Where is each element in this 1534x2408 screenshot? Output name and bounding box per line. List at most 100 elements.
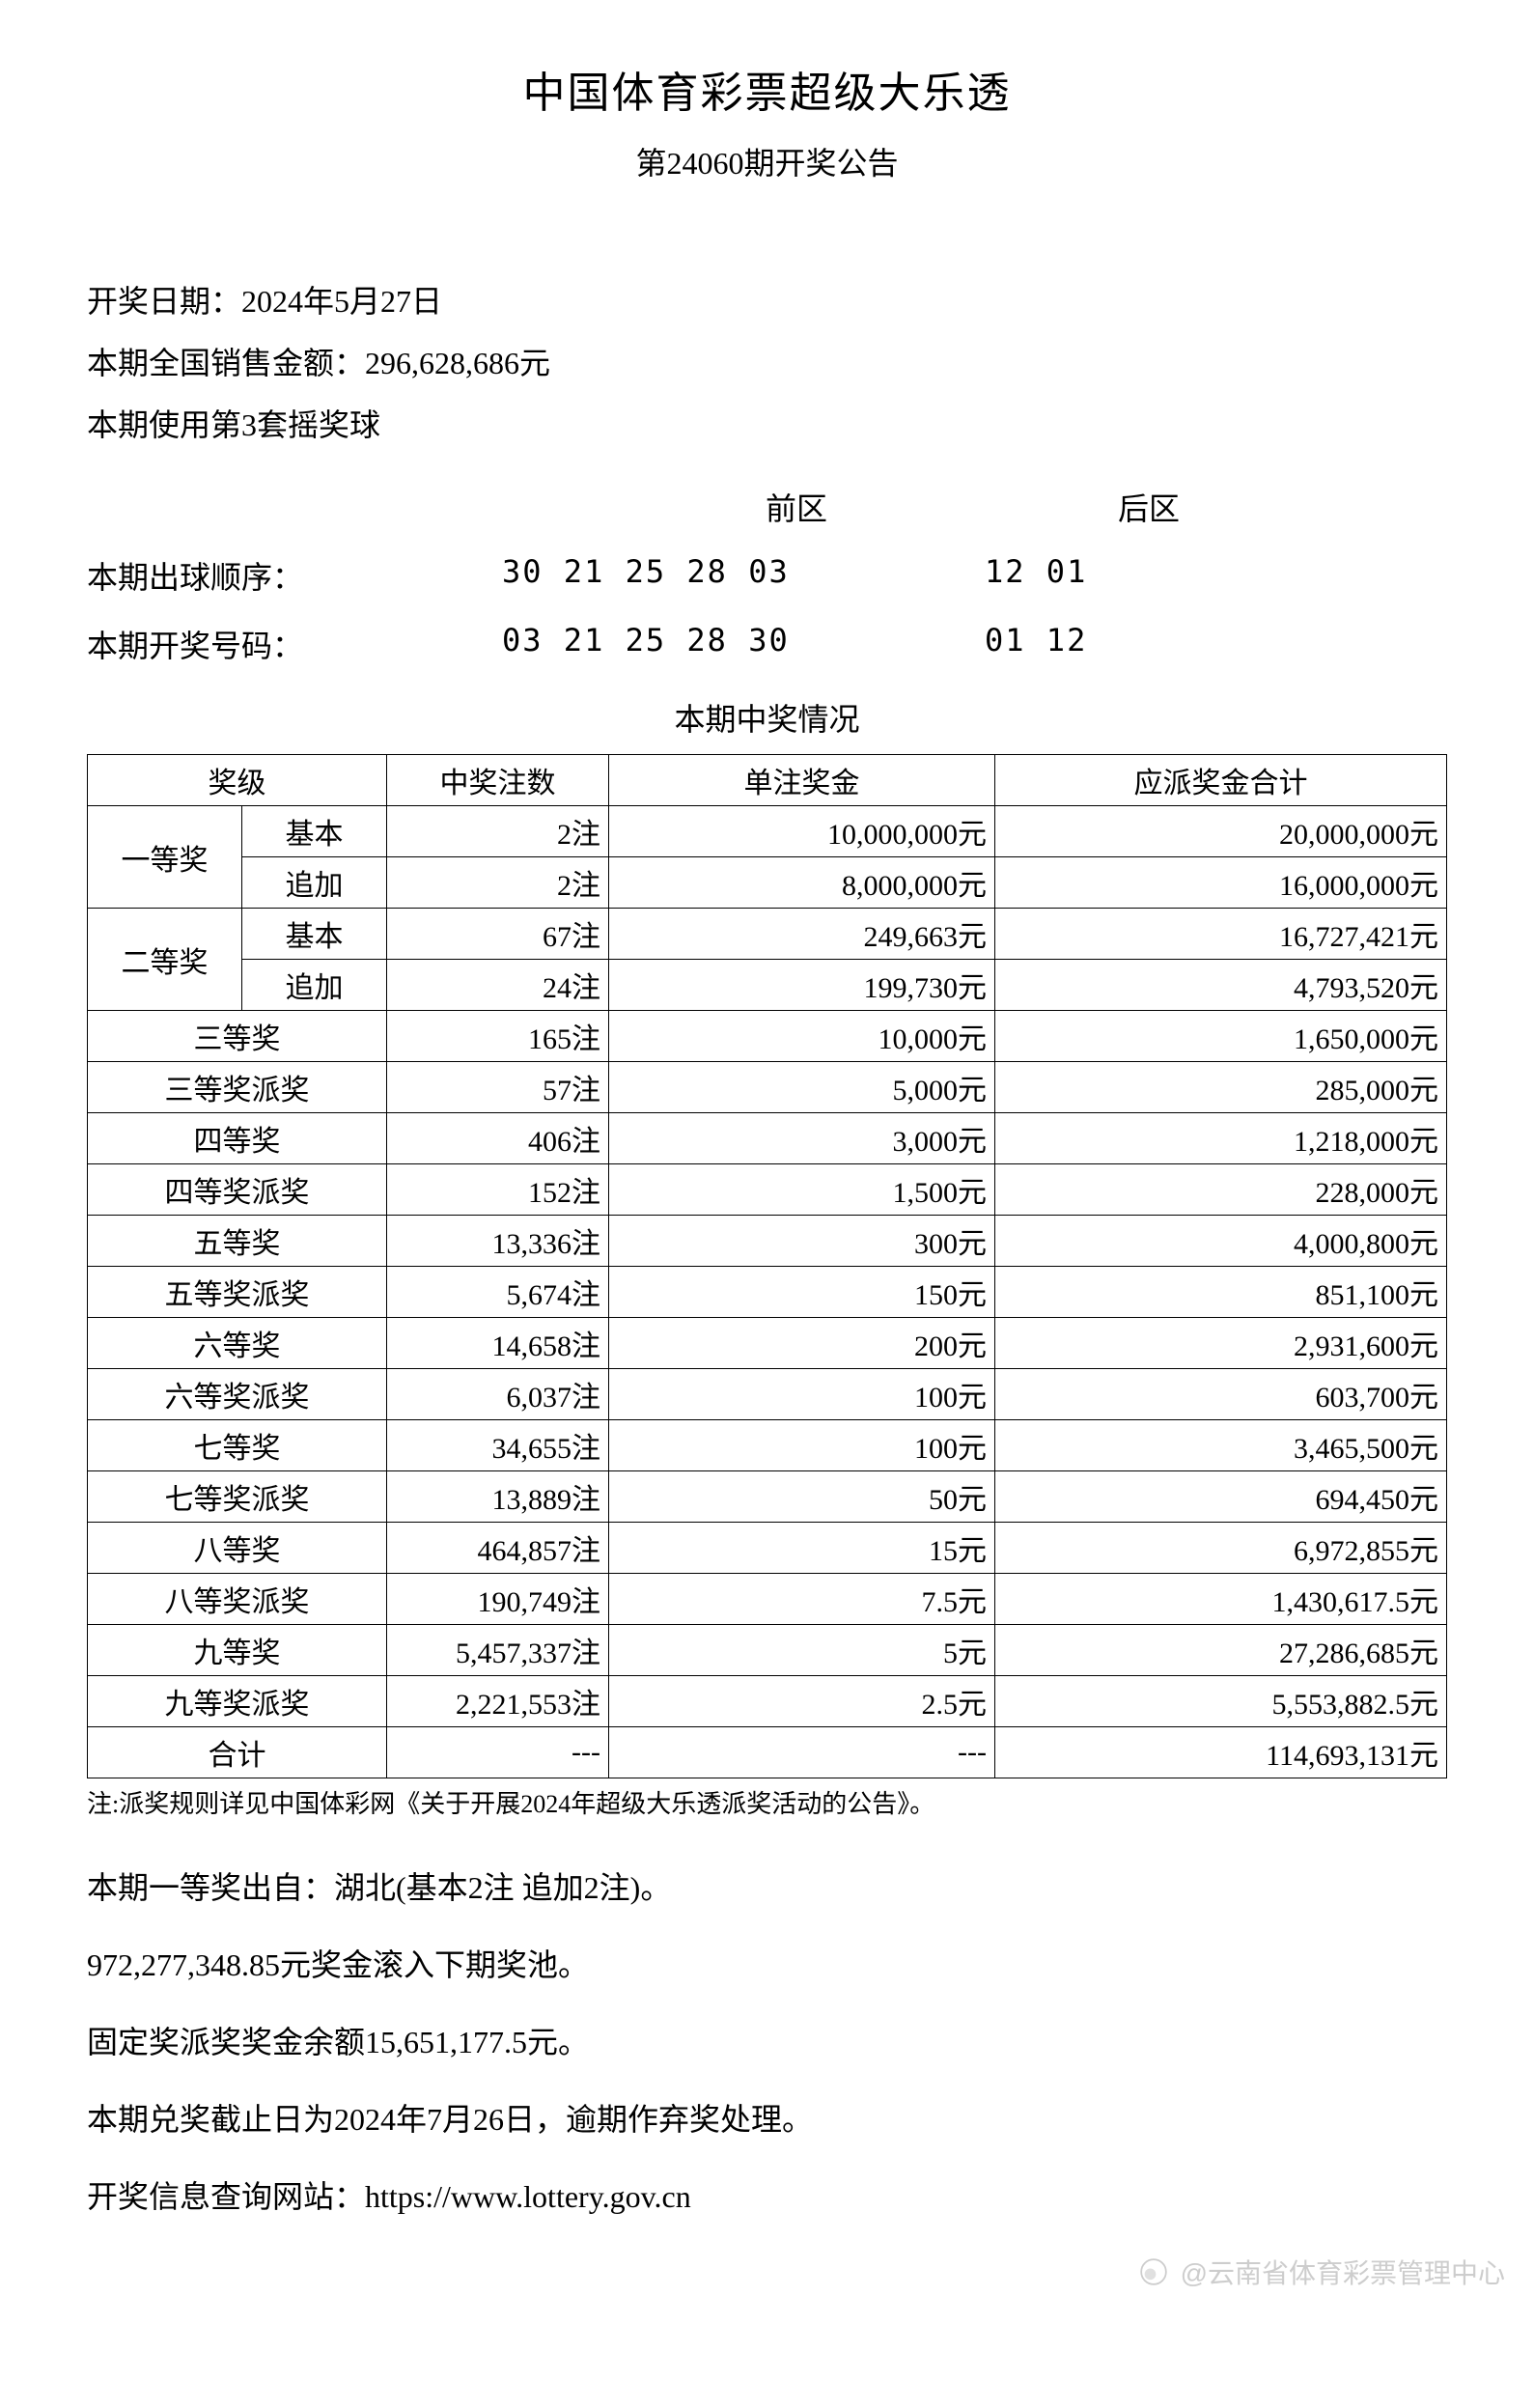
cell: 199,730元 (609, 960, 995, 1011)
cell: 57注 (387, 1062, 609, 1113)
cell: 八等奖派奖 (88, 1574, 387, 1625)
cell: 20,000,000元 (995, 806, 1447, 857)
table-row: 一等奖 基本 2注 10,000,000元 20,000,000元 (88, 806, 1447, 857)
cell: 5,457,337注 (387, 1625, 609, 1676)
info-block: 开奖日期：2024年5月27日 本期全国销售金额：296,628,686元 本期… (87, 270, 1447, 456)
cell: 三等奖 (88, 1011, 387, 1062)
cell: 1,500元 (609, 1164, 995, 1216)
cell: 50元 (609, 1471, 995, 1523)
cell: 1,650,000元 (995, 1011, 1447, 1062)
cell: 2,931,600元 (995, 1318, 1447, 1369)
table-row: 八等奖派奖190,749注7.5元1,430,617.5元 (88, 1574, 1447, 1625)
cell: 100元 (609, 1369, 995, 1420)
cell: 7.5元 (609, 1574, 995, 1625)
table-row: 三等奖派奖57注5,000元285,000元 (88, 1062, 1447, 1113)
header-total: 应派奖金合计 (995, 755, 1447, 806)
cell: 24注 (387, 960, 609, 1011)
winning-numbers-label: 本期开奖号码： (87, 622, 502, 666)
draw-order-back: 12 01 (985, 553, 1274, 598)
table-header-row: 奖级 中奖注数 单注奖金 应派奖金合计 (88, 755, 1447, 806)
table-row: 五等奖派奖5,674注150元851,100元 (88, 1267, 1447, 1318)
cell: 2.5元 (609, 1676, 995, 1727)
cell: 165注 (387, 1011, 609, 1062)
cell: 2,221,553注 (387, 1676, 609, 1727)
cell: 67注 (387, 909, 609, 960)
cell: 13,889注 (387, 1471, 609, 1523)
cell: 四等奖派奖 (88, 1164, 387, 1216)
cell: 1,218,000元 (995, 1113, 1447, 1164)
cell: 406注 (387, 1113, 609, 1164)
cell: 694,450元 (995, 1471, 1447, 1523)
page-title: 中国体育彩票超级大乐透 (87, 58, 1447, 120)
draw-order-front: 30 21 25 28 03 (502, 553, 985, 598)
table-row: 四等奖派奖152注1,500元228,000元 (88, 1164, 1447, 1216)
sales-amount: 本期全国销售金额：296,628,686元 (87, 332, 1447, 394)
table-row: 九等奖5,457,337注5元27,286,685元 (88, 1625, 1447, 1676)
table-row: 追加 24注 199,730元 4,793,520元 (88, 960, 1447, 1011)
cell: 四等奖 (88, 1113, 387, 1164)
cell: 3,000元 (609, 1113, 995, 1164)
table-row: 九等奖派奖2,221,553注2.5元5,553,882.5元 (88, 1676, 1447, 1727)
cell: 228,000元 (995, 1164, 1447, 1216)
cell: 8,000,000元 (609, 857, 995, 909)
cell: 34,655注 (387, 1420, 609, 1471)
cell: 150元 (609, 1267, 995, 1318)
table-row: 四等奖406注3,000元1,218,000元 (88, 1113, 1447, 1164)
table-row: 追加 2注 8,000,000元 16,000,000元 (88, 857, 1447, 909)
cell: 10,000元 (609, 1011, 995, 1062)
cell: 190,749注 (387, 1574, 609, 1625)
table-row: 六等奖派奖6,037注100元603,700元 (88, 1369, 1447, 1420)
draw-date: 开奖日期：2024年5月27日 (87, 270, 1447, 332)
back-zone-label: 后区 (1004, 485, 1294, 529)
level-2-base: 基本 (242, 909, 387, 960)
winning-numbers-back: 01 12 (985, 622, 1274, 666)
bottom-info: 本期一等奖出自：湖北(基本2注 追加2注)。 972,277,348.85元奖金… (87, 1849, 1447, 2235)
cell: 15元 (609, 1523, 995, 1574)
prize-table: 奖级 中奖注数 单注奖金 应派奖金合计 一等奖 基本 2注 10,000,000… (87, 754, 1447, 1778)
table-row: 五等奖13,336注300元4,000,800元 (88, 1216, 1447, 1267)
cell: 2注 (387, 857, 609, 909)
watermark: @云南省体育彩票管理中心 (1140, 2253, 1505, 2292)
table-title: 本期中奖情况 (87, 695, 1447, 740)
cell: 九等奖派奖 (88, 1676, 387, 1727)
cell: 六等奖派奖 (88, 1369, 387, 1420)
cell: 6,972,855元 (995, 1523, 1447, 1574)
cell: 464,857注 (387, 1523, 609, 1574)
winning-numbers-front: 03 21 25 28 30 (502, 622, 985, 666)
cell: 三等奖派奖 (88, 1062, 387, 1113)
ball-set: 本期使用第3套摇奖球 (87, 394, 1447, 456)
fixed-balance: 固定奖派奖奖金余额15,651,177.5元。 (87, 2003, 1447, 2081)
cell: 合计 (88, 1727, 387, 1778)
cell: 603,700元 (995, 1369, 1447, 1420)
draw-order-label: 本期出球顺序： (87, 553, 502, 598)
cell: 16,727,421元 (995, 909, 1447, 960)
cell: 27,286,685元 (995, 1625, 1447, 1676)
cell: 2注 (387, 806, 609, 857)
weibo-icon (1140, 2258, 1167, 2292)
cell: 五等奖 (88, 1216, 387, 1267)
cell: 5,000元 (609, 1062, 995, 1113)
cell: 300元 (609, 1216, 995, 1267)
table-row: 六等奖14,658注200元2,931,600元 (88, 1318, 1447, 1369)
table-row-total: 合计------114,693,131元 (88, 1727, 1447, 1778)
claim-deadline: 本期兑奖截止日为2024年7月26日，逾期作弃奖处理。 (87, 2081, 1447, 2158)
cell: 5,553,882.5元 (995, 1676, 1447, 1727)
level-1: 一等奖 (88, 806, 242, 909)
table-row: 七等奖34,655注100元3,465,500元 (88, 1420, 1447, 1471)
cell: 六等奖 (88, 1318, 387, 1369)
cell: 七等奖派奖 (88, 1471, 387, 1523)
header-per: 单注奖金 (609, 755, 995, 806)
cell: 1,430,617.5元 (995, 1574, 1447, 1625)
level-1-base: 基本 (242, 806, 387, 857)
cell: 4,000,800元 (995, 1216, 1447, 1267)
table-row: 三等奖165注10,000元1,650,000元 (88, 1011, 1447, 1062)
header-level: 奖级 (88, 755, 387, 806)
cell: 14,658注 (387, 1318, 609, 1369)
cell: 13,336注 (387, 1216, 609, 1267)
cell: 6,037注 (387, 1369, 609, 1420)
cell: 152注 (387, 1164, 609, 1216)
cell: 3,465,500元 (995, 1420, 1447, 1471)
cell: 200元 (609, 1318, 995, 1369)
cell: --- (609, 1727, 995, 1778)
winner-origin: 本期一等奖出自：湖北(基本2注 追加2注)。 (87, 1849, 1447, 1926)
